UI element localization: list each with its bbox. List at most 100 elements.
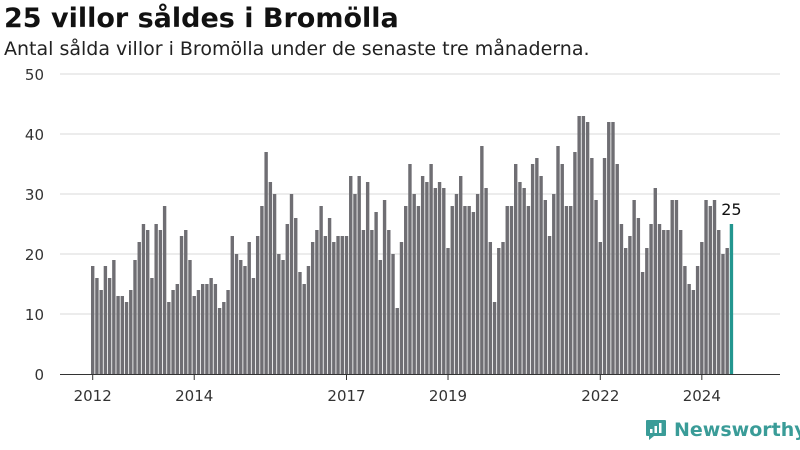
bar — [416, 206, 421, 374]
bar — [361, 230, 366, 374]
bar — [480, 146, 484, 374]
bar — [332, 242, 336, 374]
bar — [636, 218, 641, 374]
bar — [116, 296, 120, 374]
bar — [535, 158, 539, 374]
bar — [179, 236, 184, 374]
bar — [695, 266, 700, 374]
bar — [640, 272, 645, 374]
bar — [302, 284, 306, 374]
bar — [107, 278, 112, 374]
x-tick-label: 2024 — [683, 387, 721, 405]
bar — [543, 200, 548, 374]
bar — [209, 278, 213, 374]
bar — [670, 200, 674, 374]
bar — [336, 236, 340, 374]
bar — [192, 296, 196, 374]
bar — [712, 200, 717, 374]
bar — [243, 266, 247, 374]
bar — [691, 290, 696, 374]
bar — [492, 302, 497, 374]
bar — [133, 260, 137, 374]
bar — [294, 218, 298, 374]
x-tick-label: 2012 — [74, 387, 112, 405]
bar — [454, 194, 459, 374]
bar — [103, 266, 108, 374]
bar — [484, 188, 488, 374]
bar — [226, 290, 230, 374]
bar — [404, 206, 408, 374]
x-tick-label: 2014 — [175, 387, 213, 405]
bar — [514, 164, 518, 374]
bar — [662, 230, 666, 374]
bar — [99, 290, 103, 374]
bar — [365, 182, 370, 374]
bar — [349, 176, 353, 374]
y-tick-label: 10 — [25, 306, 44, 324]
bar — [145, 230, 150, 374]
bar — [222, 302, 226, 374]
bar — [217, 308, 222, 374]
bar — [399, 242, 404, 374]
bar — [260, 206, 264, 374]
bar — [171, 290, 175, 374]
bar — [577, 116, 581, 374]
chart-title: 25 villor såldes i Bromölla — [4, 3, 399, 34]
bar — [467, 206, 471, 374]
bar — [628, 236, 632, 374]
bar — [488, 242, 493, 374]
bar — [184, 230, 188, 374]
bar — [717, 230, 721, 374]
bar — [120, 296, 125, 374]
bar — [370, 230, 374, 374]
bar — [560, 164, 564, 374]
bar — [420, 176, 425, 374]
bar — [653, 188, 657, 374]
bar — [518, 182, 522, 374]
y-tick-label: 20 — [25, 246, 44, 264]
bar — [704, 200, 708, 374]
bar — [683, 266, 687, 374]
bar — [687, 284, 691, 374]
bar — [433, 188, 438, 374]
bar — [446, 248, 450, 374]
bar — [564, 206, 569, 374]
bar — [649, 224, 653, 374]
bar — [150, 278, 154, 374]
bar — [505, 206, 509, 374]
bar-highlight — [729, 224, 734, 374]
bar — [602, 158, 607, 374]
bar — [230, 236, 234, 374]
bar — [95, 278, 99, 374]
bar — [552, 194, 556, 374]
bar — [387, 230, 391, 374]
bar — [340, 236, 344, 374]
bar — [585, 122, 590, 374]
bar — [607, 122, 611, 374]
bar — [175, 284, 179, 374]
bar — [530, 164, 535, 374]
bar — [310, 242, 315, 374]
bar — [708, 206, 712, 374]
bar — [188, 260, 192, 374]
highlight-value-label: 25 — [721, 200, 741, 219]
x-tick-label: 2017 — [327, 387, 365, 405]
bar — [611, 122, 615, 374]
bar — [251, 278, 256, 374]
bar — [509, 206, 514, 374]
bar — [442, 188, 446, 374]
bar — [721, 254, 725, 374]
bar — [623, 248, 628, 374]
bar — [91, 266, 95, 374]
bar — [289, 194, 294, 374]
bar — [137, 242, 141, 374]
y-tick-label: 40 — [25, 126, 44, 144]
bar — [463, 206, 467, 374]
bar — [450, 206, 454, 374]
bar — [391, 254, 395, 374]
bar — [539, 176, 543, 374]
bar — [247, 242, 251, 374]
bar — [475, 194, 480, 374]
bar — [395, 308, 399, 374]
bar — [378, 260, 383, 374]
